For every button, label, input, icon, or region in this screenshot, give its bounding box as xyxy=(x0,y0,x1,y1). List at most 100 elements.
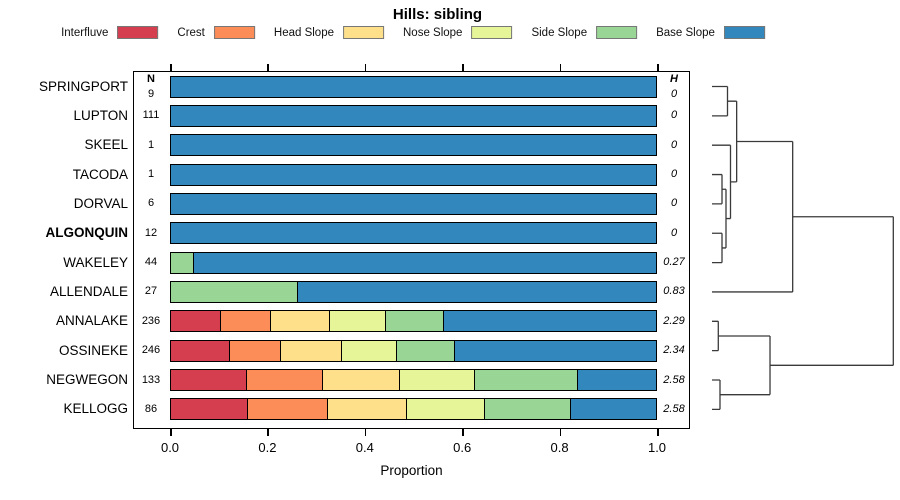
bar-segment-base-slope xyxy=(171,193,656,214)
h-value: 0.27 xyxy=(663,256,685,269)
dendrogram-links xyxy=(712,85,894,410)
stacked-bar-negwegon xyxy=(170,369,657,391)
x-axis-tick-label: 1.0 xyxy=(647,440,667,455)
n-value: 1 xyxy=(147,138,155,151)
plot-frame xyxy=(133,71,690,429)
bar-segment-base-slope xyxy=(171,164,656,185)
x-axis-tick-bottom xyxy=(364,429,367,436)
row-label-algonquin: ALGONQUIN xyxy=(45,225,129,241)
legend-swatch-side-slope xyxy=(596,26,638,39)
x-axis-tick-bottom xyxy=(657,429,659,436)
row-label-annalake: ANNALAKE xyxy=(55,313,128,329)
legend-swatch-base-slope xyxy=(723,26,765,39)
x-axis-tick-bottom xyxy=(462,429,464,436)
row-label-skeel: SKEEL xyxy=(84,137,128,153)
bar-segment-base-slope xyxy=(571,399,656,420)
row-label-springport: SPRINGPORT xyxy=(38,78,128,94)
bar-segment-crest xyxy=(221,311,272,332)
row-label-kellogg: KELLOGG xyxy=(63,401,128,417)
legend-swatch-crest xyxy=(213,26,255,39)
legend-label: Side Slope xyxy=(531,26,588,39)
x-axis-tick-top xyxy=(170,64,172,71)
bar-segment-interfluve xyxy=(171,370,247,390)
x-axis-label: Proportion xyxy=(380,463,443,478)
bar-segment-head-slope xyxy=(323,370,401,390)
bar-segment-nose-slope xyxy=(341,340,397,361)
bar-segment-interfluve xyxy=(171,399,249,420)
h-value: 0 xyxy=(670,138,678,151)
h-value: 0 xyxy=(670,226,678,239)
legend-label: Interfluve xyxy=(61,26,109,39)
bar-segment-crest xyxy=(246,370,324,390)
stacked-bar-skeel xyxy=(170,134,657,157)
stacked-bar-tacoda xyxy=(170,163,657,186)
n-value: 6 xyxy=(147,197,155,210)
row-label-allendale: ALLENDALE xyxy=(49,283,128,299)
n-value: 111 xyxy=(142,109,160,122)
n-value: 133 xyxy=(141,373,161,386)
bar-segment-interfluve xyxy=(171,311,222,332)
legend-swatch-nose-slope xyxy=(471,26,513,39)
n-value: 236 xyxy=(141,314,161,327)
stacked-bar-kellogg xyxy=(170,398,657,421)
bar-segment-head-slope xyxy=(271,311,330,332)
bar-segment-side-slope xyxy=(484,399,572,420)
bar-segment-base-slope xyxy=(171,135,656,156)
n-value: 44 xyxy=(144,256,158,269)
legend-swatch-interfluve xyxy=(117,26,159,39)
stacked-bar-wakeley xyxy=(170,251,657,274)
n-column-header: N xyxy=(147,73,155,85)
bar-segment-crest xyxy=(248,399,329,420)
bar-segment-crest xyxy=(229,340,282,361)
h-value: 2.29 xyxy=(663,314,685,327)
stacked-bar-dorval xyxy=(170,192,657,215)
n-value: 9 xyxy=(147,88,155,100)
h-value: 0 xyxy=(670,168,678,181)
bar-segment-nose-slope xyxy=(400,370,476,390)
bar-segment-base-slope xyxy=(193,252,656,273)
h-value: 2.58 xyxy=(663,373,685,386)
x-axis-tick-bottom xyxy=(267,429,269,436)
x-axis-tick-bottom xyxy=(170,429,172,436)
h-value: 0.83 xyxy=(663,285,685,298)
x-axis-tick-label: 0.8 xyxy=(550,440,569,455)
x-axis-tick-top xyxy=(267,64,269,71)
x-axis-tick-label: 0.2 xyxy=(258,440,277,455)
stacked-bar-annalake xyxy=(170,310,657,333)
legend-item-nose-slope: Nose Slope xyxy=(403,26,513,39)
stacked-bar-springport xyxy=(170,75,657,98)
legend-item-head-slope: Head Slope xyxy=(274,26,384,39)
h-value: 2.34 xyxy=(663,344,685,357)
legend-label: Crest xyxy=(177,26,205,39)
row-label-wakeley: WAKELEY xyxy=(63,254,128,270)
bar-segment-interfluve xyxy=(171,340,230,361)
legend-label: Base Slope xyxy=(656,26,715,39)
legend-item-crest: Crest xyxy=(177,26,255,39)
h-value: 0 xyxy=(670,197,678,210)
bar-segment-head-slope xyxy=(328,399,408,420)
legend: Interfluve Crest Head Slope Nose Slope Side … xyxy=(61,26,765,39)
row-label-tacoda: TACODA xyxy=(72,166,128,182)
n-value: 27 xyxy=(144,285,158,298)
bar-segment-side-slope xyxy=(171,252,194,273)
bar-segment-side-slope xyxy=(475,370,579,390)
bar-segment-base-slope xyxy=(455,340,656,361)
row-label-negwegon: NEGWEGON xyxy=(46,372,128,387)
h-value: 0 xyxy=(670,88,678,100)
stacked-bar-ossineke xyxy=(170,339,657,362)
bar-segment-head-slope xyxy=(281,340,342,361)
x-axis-tick-label: 0.0 xyxy=(160,440,180,455)
legend-item-base-slope: Base Slope xyxy=(656,26,765,39)
bar-segment-nose-slope xyxy=(407,399,485,420)
n-value: 12 xyxy=(144,226,158,239)
row-label-ossineke: OSSINEKE xyxy=(58,342,128,358)
legend-item-interfluve: Interfluve xyxy=(61,26,159,39)
row-label-dorval: DORVAL xyxy=(73,195,128,211)
bar-segment-side-slope xyxy=(396,340,456,361)
row-label-lupton: LUPTON xyxy=(73,107,128,123)
x-axis-tick-top xyxy=(364,64,367,71)
n-value: 1 xyxy=(147,168,155,181)
h-value: 2.58 xyxy=(663,402,685,415)
bar-segment-base-slope xyxy=(578,370,657,390)
bar-segment-base-slope xyxy=(443,311,656,332)
